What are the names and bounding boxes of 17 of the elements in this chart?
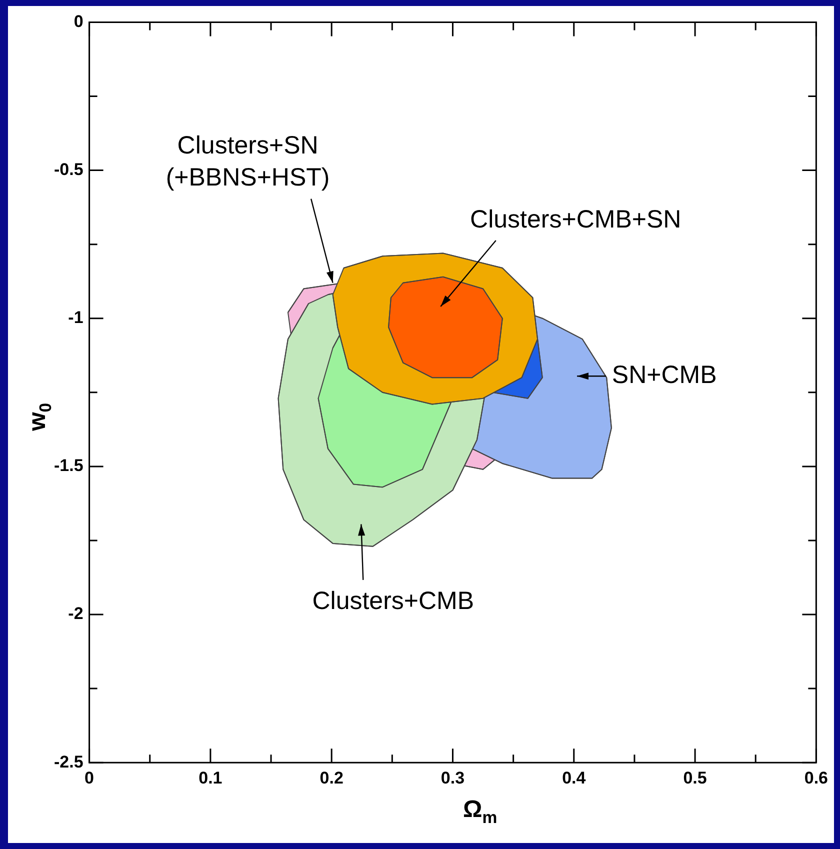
y-tick-label: -1.5: [54, 456, 84, 476]
y-tick-label: 0: [74, 12, 84, 31]
y-tick-label: -0.5: [54, 160, 84, 179]
y-tick-label: -1: [68, 308, 84, 328]
x-tick-label: 0.2: [320, 768, 344, 788]
x-tick-label: 0.3: [440, 768, 465, 788]
annotation: Clusters+CMB+SN: [470, 205, 682, 234]
y-tick-label: -2.5: [54, 752, 84, 772]
annotation: Clusters+SN (+BBNS+HST): [166, 132, 330, 192]
x-tick-label: 0.5: [683, 768, 707, 788]
annotation: Clusters+CMB: [312, 586, 474, 615]
annotation: SN+CMB: [612, 361, 717, 389]
x-tick-label: 0.6: [804, 768, 828, 788]
x-tick-label: 0.1: [198, 768, 222, 788]
x-tick-label: 0.4: [562, 768, 586, 788]
x-axis-title: Ω$_{m}$: [463, 796, 498, 828]
y-tick-label: -2: [68, 604, 84, 624]
